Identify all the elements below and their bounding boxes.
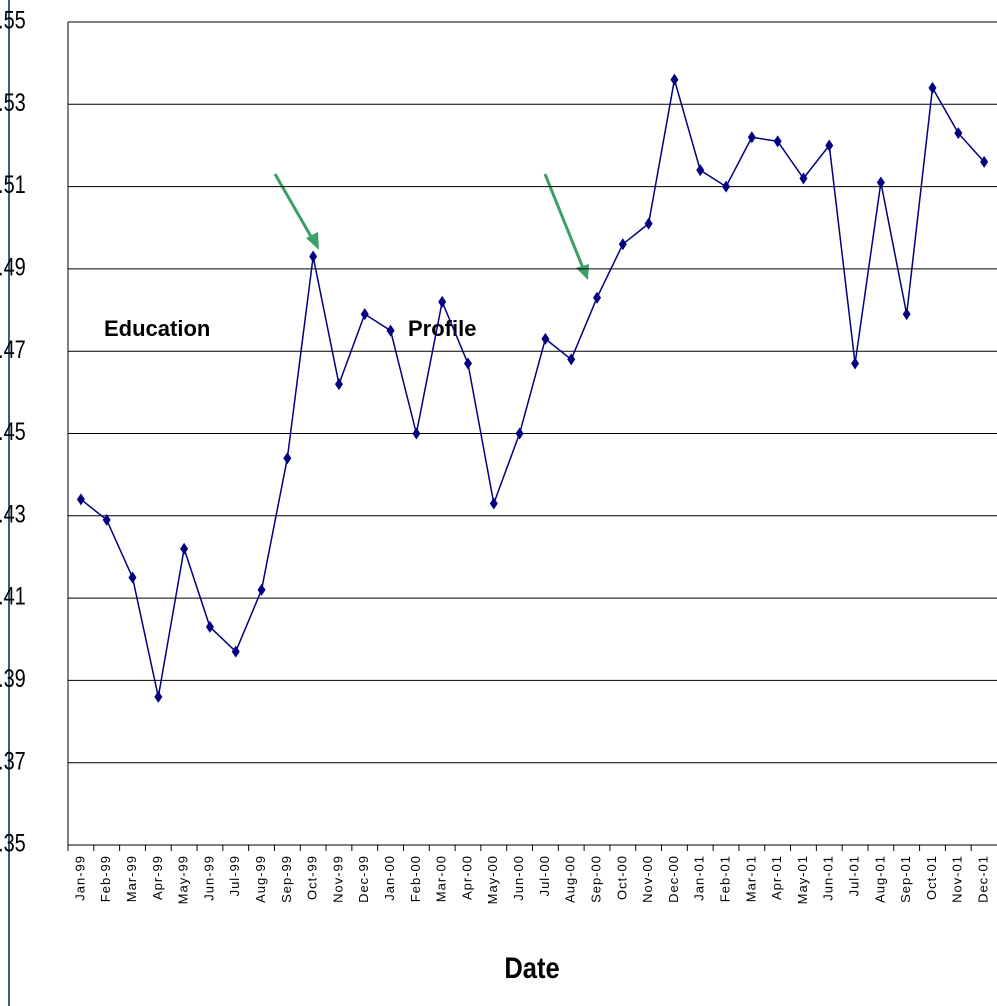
line bbox=[80, 79, 985, 698]
marker bbox=[644, 217, 653, 230]
marker bbox=[902, 308, 911, 321]
marker bbox=[180, 542, 189, 555]
marker bbox=[980, 155, 989, 168]
marker bbox=[541, 332, 550, 345]
y-tick-label: .43 bbox=[0, 500, 26, 528]
x-tick-label: Apr-00 bbox=[459, 855, 474, 900]
marker bbox=[386, 324, 395, 337]
y-tick-label: .53 bbox=[0, 89, 26, 117]
marker bbox=[283, 452, 292, 465]
x-tick-label: Nov-01 bbox=[950, 855, 965, 903]
x-tick-label: Mar-00 bbox=[434, 855, 449, 902]
y-tick-label: .51 bbox=[0, 171, 26, 199]
x-tick-label: Sep-01 bbox=[898, 855, 913, 903]
x-tick-label: Jul-01 bbox=[847, 855, 862, 896]
x-tick-label: Aug-99 bbox=[253, 855, 268, 903]
marker bbox=[773, 135, 782, 148]
y-tick-label: .45 bbox=[0, 418, 26, 446]
x-tick-label: Mar-99 bbox=[124, 855, 139, 902]
x-tick-label: Jul-00 bbox=[537, 855, 552, 896]
x-tick-label: Dec-01 bbox=[976, 855, 991, 903]
marker bbox=[102, 513, 111, 526]
x-tick-label: Jan-00 bbox=[382, 855, 397, 901]
marker bbox=[128, 571, 137, 584]
marker bbox=[334, 378, 343, 391]
marker bbox=[799, 172, 808, 185]
x-tick-label: Jan-01 bbox=[692, 855, 707, 901]
marker bbox=[567, 353, 576, 366]
x-tick-label: Jul-99 bbox=[227, 855, 242, 896]
x-tick-label: Sep-00 bbox=[588, 855, 603, 903]
marker bbox=[360, 308, 369, 321]
x-tick-label: Feb-01 bbox=[717, 855, 732, 902]
marker bbox=[438, 295, 447, 308]
x-tick-label: Jun-01 bbox=[821, 855, 836, 901]
x-tick-label: Jun-99 bbox=[201, 855, 216, 901]
y-tick-label: .49 bbox=[0, 253, 26, 281]
x-axis-title: Date bbox=[504, 951, 559, 984]
marker bbox=[593, 291, 602, 304]
marker bbox=[154, 690, 163, 703]
x-tick-label: May-99 bbox=[176, 855, 191, 904]
marker bbox=[670, 73, 679, 86]
y-tick-label: .55 bbox=[0, 7, 26, 35]
marker bbox=[489, 497, 498, 510]
annotation: Education bbox=[104, 316, 210, 341]
marker bbox=[928, 81, 937, 94]
marker bbox=[954, 127, 963, 140]
marker bbox=[309, 250, 318, 263]
marker bbox=[205, 620, 214, 633]
x-tick-label: Nov-00 bbox=[640, 855, 655, 903]
x-tick-label: Feb-00 bbox=[408, 855, 423, 902]
marker bbox=[412, 427, 421, 440]
marker bbox=[747, 131, 756, 144]
x-tick-label: Dec-00 bbox=[666, 855, 681, 903]
marker bbox=[515, 427, 524, 440]
x-tick-label: Sep-99 bbox=[279, 855, 294, 903]
y-tick-label: .37 bbox=[0, 747, 26, 775]
marker bbox=[876, 176, 885, 189]
x-tick-label: May-01 bbox=[795, 855, 810, 904]
marker bbox=[231, 645, 240, 658]
x-tick-label: Jan-99 bbox=[72, 855, 87, 901]
x-tick-label: Dec-99 bbox=[356, 855, 371, 903]
marker bbox=[76, 493, 85, 506]
x-tick-label: Feb-99 bbox=[98, 855, 113, 902]
x-tick-label: Apr-01 bbox=[769, 855, 784, 900]
x-tick-label: Oct-00 bbox=[614, 855, 629, 900]
x-tick-label: Aug-01 bbox=[872, 855, 887, 903]
y-tick-label: .41 bbox=[0, 583, 26, 611]
marker bbox=[696, 164, 705, 177]
x-tick-label: May-00 bbox=[485, 855, 500, 904]
marker bbox=[851, 357, 860, 370]
y-tick-label: .47 bbox=[0, 336, 26, 364]
annotation: Profile bbox=[408, 316, 476, 341]
marker bbox=[825, 139, 834, 152]
y-tick-label: .39 bbox=[0, 665, 26, 693]
x-tick-label: Mar-01 bbox=[743, 855, 758, 902]
marker bbox=[722, 180, 731, 193]
marker bbox=[618, 238, 627, 251]
marker bbox=[257, 583, 266, 596]
x-tick-label: Oct-01 bbox=[924, 855, 939, 900]
arrows bbox=[273, 173, 589, 280]
x-tick-label: Nov-99 bbox=[330, 855, 345, 903]
marker bbox=[463, 357, 472, 370]
x-tick-label: Aug-00 bbox=[563, 855, 578, 903]
x-tick-label: Jun-00 bbox=[511, 855, 526, 901]
y-tick-label: .35 bbox=[0, 830, 26, 858]
x-tick-label: Apr-99 bbox=[150, 855, 165, 900]
x-tick-label: Oct-99 bbox=[305, 855, 320, 900]
